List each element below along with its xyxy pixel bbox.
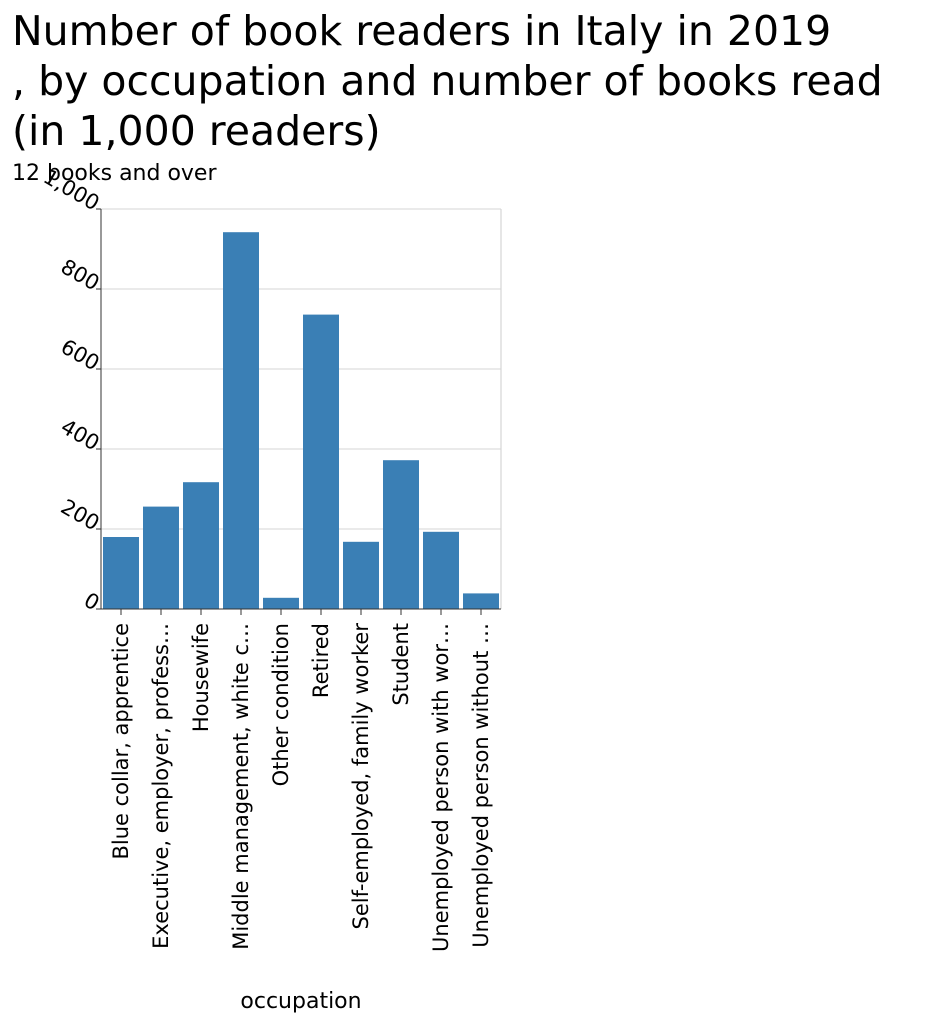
chart-title-line-3: (in 1,000 readers) [12,107,381,155]
chart-title: Number of book readers in Italy in 2019 … [12,6,942,156]
x-axis-title: occupation [240,989,361,1014]
y-axis-title: 12 books and over [12,161,217,186]
gridlines [101,208,502,609]
bar [103,537,139,609]
bar [423,531,459,609]
bar [303,314,339,609]
x-tick-label: Unemployed person without … [469,623,493,948]
x-tick-label: Self-employed, family worker [349,623,373,930]
bar [143,506,179,609]
x-tick-label: Retired [309,623,333,698]
chart-title-line-1: Number of book readers in Italy in 2019 [12,7,832,55]
x-tick-label: Student [389,623,413,706]
y-tick-label: 0 [80,588,104,615]
x-tick-label: Blue collar, apprentice [109,623,133,860]
x-tick-label: Housewife [189,623,213,732]
x-tick-label: Executive, employer, profess… [149,623,173,949]
x-tick-label: Other condition [269,623,293,786]
bar [463,593,499,609]
x-tick-label: Middle management, white c… [229,623,253,950]
bar [183,482,219,609]
bar [343,541,379,609]
x-axis-ticks: Blue collar, apprentice Executive, employ… [109,609,493,952]
bar [223,232,259,609]
chart-title-line-2: , by occupation and number of books read [12,57,883,105]
bars [103,232,499,609]
bar [263,597,299,609]
bar [383,460,419,609]
x-tick-label: Unemployed person with wor… [429,623,453,952]
axes [100,209,501,610]
